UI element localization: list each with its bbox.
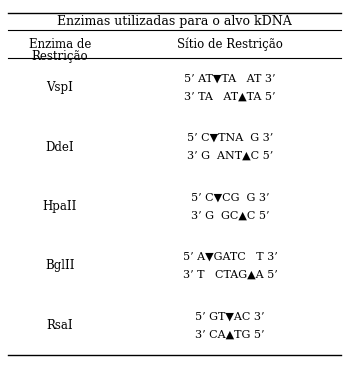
Text: 5’ AT▼TA   AT 3’: 5’ AT▼TA AT 3’ [184,74,276,84]
Text: VspI: VspI [46,81,73,94]
Text: 3’ CA▲TG 5’: 3’ CA▲TG 5’ [195,329,265,339]
Text: Restrição: Restrição [32,50,88,63]
Text: Sítio de Restrição: Sítio de Restrição [177,37,283,51]
Text: Enzima de: Enzima de [29,38,91,51]
Text: 3’ TA   AT▲TA 5’: 3’ TA AT▲TA 5’ [184,92,276,102]
Text: Enzimas utilizadas para o alvo kDNA: Enzimas utilizadas para o alvo kDNA [57,15,292,28]
Text: 3’ G  ANT▲C 5’: 3’ G ANT▲C 5’ [187,151,273,161]
Text: 5’ C▼TNA  G 3’: 5’ C▼TNA G 3’ [187,133,273,143]
Text: HpaII: HpaII [43,200,77,213]
Text: BglII: BglII [45,259,75,272]
Text: 3’ T   CTAG▲A 5’: 3’ T CTAG▲A 5’ [183,270,277,280]
Text: 5’ C▼CG  G 3’: 5’ C▼CG G 3’ [191,193,269,203]
Text: 3’ G  GC▲C 5’: 3’ G GC▲C 5’ [191,211,269,221]
Text: DdeI: DdeI [46,141,74,154]
Text: RsaI: RsaI [47,319,73,332]
Text: 5’ GT▼AC 3’: 5’ GT▼AC 3’ [195,311,265,321]
Text: 5’ A▼GATC   T 3’: 5’ A▼GATC T 3’ [183,252,277,262]
